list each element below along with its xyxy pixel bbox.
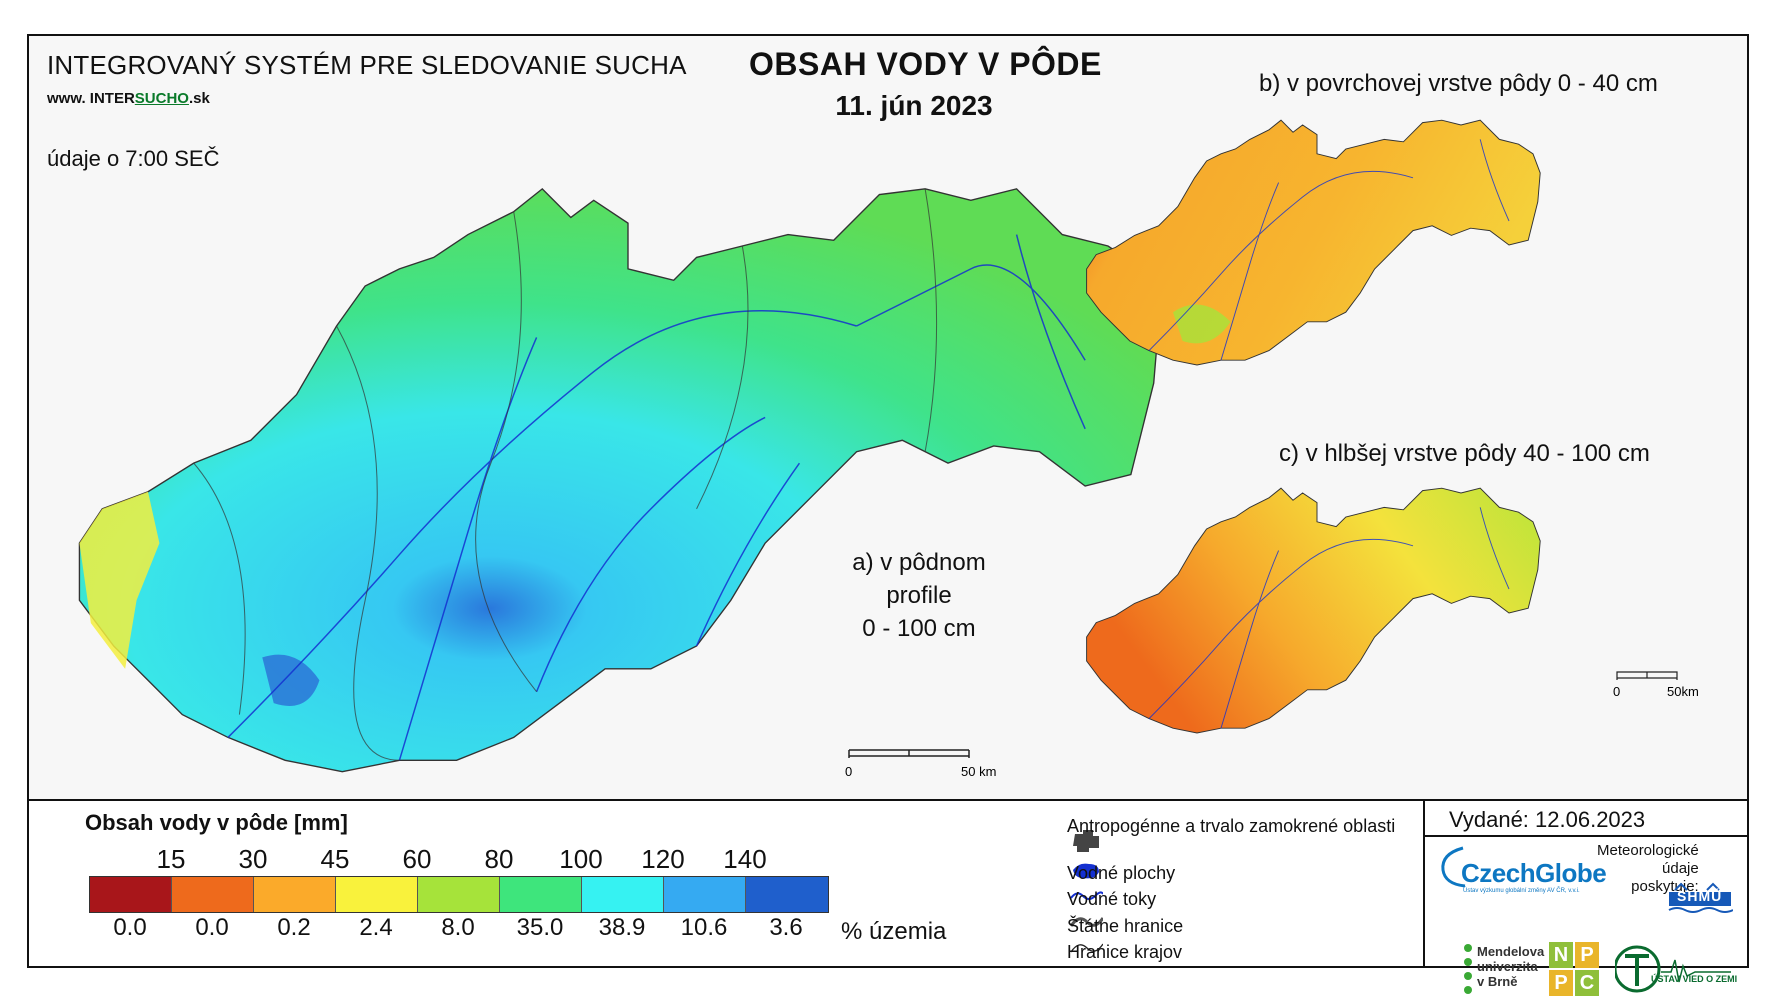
main-scale-bar: 0 50 km — [845, 749, 996, 779]
map-area: INTEGROVANÝ SYSTÉM PRE SLEDOVANIE SUCHA … — [29, 36, 1747, 801]
region-borders — [193, 188, 938, 761]
shmu-logo-icon — [1668, 882, 1733, 913]
legend-region-border-label: Hranice krajov — [1067, 942, 1183, 962]
map-title: OBSAH VODY V PÔDE — [749, 46, 1102, 82]
legend-thresholds: 15 30 45 60 80 100 120 140 — [105, 844, 855, 874]
water-body-icon — [1073, 863, 1099, 879]
web-prefix: www. INTER — [47, 90, 135, 107]
legend-swatch — [500, 877, 582, 912]
wet-south-patch — [262, 654, 320, 706]
slovakia-b-shape — [1086, 119, 1541, 366]
credits-divider — [1423, 835, 1747, 837]
website-link[interactable]: www. INTERSUCHO.sk — [47, 90, 210, 107]
nppc-n: N — [1549, 942, 1573, 968]
legend-percentage: 0.2 — [277, 914, 311, 941]
legend-swatch — [746, 877, 828, 912]
map-date: 11. jún 2023 — [835, 90, 993, 121]
meteo-line3: poskytuje: — [1631, 878, 1699, 895]
panel-a-label-line1: a) v pôdnom profile — [852, 549, 986, 609]
surface-layer-map — [1086, 119, 1541, 366]
percent-unit: % územia — [841, 918, 947, 945]
state-border-icon — [1069, 917, 1103, 927]
meteo-credit: Meteorologické údaje poskytuje: — [1597, 842, 1699, 896]
uvz-logo-icon — [1615, 945, 1731, 993]
legend-swatch — [418, 877, 500, 912]
legend-percentage: 2.4 — [359, 914, 393, 941]
panel-a-label-line2: 0 - 100 cm — [862, 615, 976, 642]
legend-percentage: 0.0 — [195, 914, 229, 941]
legend-percentages: 0.0 0.0 0.2 2.4 8.0 35.0 38.9 10.6 3.6 — [89, 914, 839, 944]
legend-threshold: 45 — [320, 844, 350, 874]
river-icon — [1070, 891, 1103, 900]
legend-percentage: 10.6 — [680, 914, 728, 941]
mendel-dots-icon — [1464, 944, 1472, 994]
main-map — [78, 187, 1161, 773]
mendel-line2: univerzita — [1477, 959, 1538, 974]
slovakia-main-shape — [78, 187, 1161, 773]
czechglobe-logo: CzechGlobe — [1461, 858, 1607, 888]
legend-percentage: 38.9 — [598, 914, 646, 941]
legend-threshold: 15 — [156, 844, 186, 874]
figure-frame: INTEGROVANÝ SYSTÉM PRE SLEDOVANIE SUCHA … — [27, 34, 1749, 996]
legend-swatch — [582, 877, 664, 912]
river-network — [227, 234, 1086, 761]
nppc-logo: N P P C — [1549, 942, 1599, 996]
shmu-logo: SHMÚ — [1677, 888, 1723, 904]
main-scale-zero: 0 — [845, 764, 852, 779]
legend-water-label: Vodné plochy — [1067, 863, 1176, 883]
web-mid: SUCHO — [134, 90, 189, 107]
mendel-line1: Mendelova — [1477, 944, 1545, 959]
deep-layer-map — [1086, 487, 1541, 734]
legend-swatch — [172, 877, 254, 912]
small-scale-end: 50km — [1667, 684, 1699, 699]
legend-river-label: Vodné toky — [1067, 889, 1157, 909]
legend-threshold: 30 — [238, 844, 268, 874]
legend-urban-label: Antropogénne a trvalo zamokrené oblasti — [1067, 816, 1396, 836]
legend-threshold: 100 — [559, 844, 603, 874]
slovakia-c-shape — [1086, 487, 1541, 734]
legend-percentage: 3.6 — [769, 914, 803, 941]
legend-threshold: 60 — [402, 844, 432, 874]
panel-c-label: c) v hlbšej vrstve pôdy 40 - 100 cm — [1279, 440, 1650, 467]
urban-area-icon — [1073, 830, 1099, 852]
panel-b-label: b) v povrchovej vrstve pôdy 0 - 40 cm — [1259, 70, 1658, 97]
mendel-line3: v Brně — [1477, 974, 1518, 989]
legend-swatch — [336, 877, 418, 912]
system-title: INTEGROVANÝ SYSTÉM PRE SLEDOVANIE SUCHA — [47, 50, 687, 80]
legend-swatch — [664, 877, 746, 912]
panel-a-label: a) v pôdnom profile 0 - 100 cm — [819, 546, 1019, 645]
meteo-line1: Meteorologické — [1597, 842, 1699, 859]
legend-percentage: 0.0 — [113, 914, 147, 941]
czechglobe-subtitle: Ústav výzkumu globální změny AV ČR, v.v.… — [1463, 888, 1580, 894]
time-note: údaje o 7:00 SEČ — [47, 146, 220, 171]
nppc-p1: P — [1575, 942, 1599, 968]
legend-percentage: 35.0 — [516, 914, 564, 941]
issued-date: Vydané: 12.06.2023 — [1449, 807, 1646, 832]
czechglobe-logo-icon — [1441, 846, 1466, 888]
legend-threshold: 140 — [723, 844, 767, 874]
legend-state-border-label: Štátne hranice — [1067, 916, 1184, 936]
legend-title: Obsah vody v pôde [mm] — [85, 810, 348, 835]
region-border-icon — [1070, 943, 1103, 953]
dry-west-patch — [79, 491, 160, 669]
mendel-logo: Mendelova univerzita v Brně — [1477, 944, 1544, 989]
meteo-line2: údaje — [1662, 860, 1699, 877]
legend-swatch — [90, 877, 172, 912]
nppc-c: C — [1575, 970, 1599, 996]
uvz-logo: ÚSTAV VIED O ZEMI — [1651, 974, 1738, 984]
credits-box — [1423, 801, 1749, 968]
small-scale-bar: 0 50km — [1613, 671, 1699, 699]
small-scale-zero: 0 — [1613, 684, 1620, 699]
legend-color-bar — [89, 876, 829, 913]
legend-threshold: 80 — [484, 844, 514, 874]
legend-swatch — [254, 877, 336, 912]
web-suffix: .sk — [188, 90, 210, 107]
legend-percentage: 8.0 — [441, 914, 475, 941]
main-scale-end: 50 km — [961, 764, 996, 779]
legend-threshold: 120 — [641, 844, 685, 874]
nppc-p2: P — [1549, 970, 1573, 996]
